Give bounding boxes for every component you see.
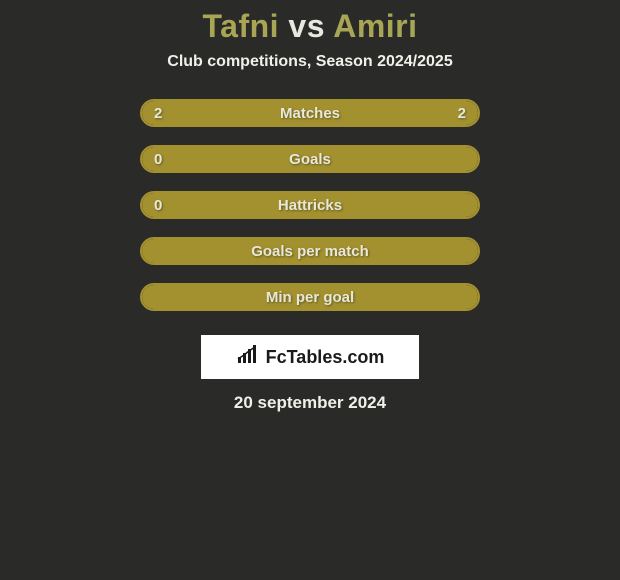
stats-row: Min per goal bbox=[140, 283, 480, 311]
stat-label: Min per goal bbox=[266, 289, 354, 306]
stat-bar: 0 Goals bbox=[140, 145, 480, 173]
logo-box: FcTables.com bbox=[201, 335, 419, 379]
stat-label: Goals per match bbox=[251, 243, 369, 260]
stat-label: Goals bbox=[289, 151, 331, 168]
stats-row: 2 2 Matches bbox=[140, 99, 480, 127]
title-vs: vs bbox=[288, 8, 325, 44]
stats-row: 0 Goals bbox=[140, 145, 480, 173]
title-player2: Amiri bbox=[333, 8, 417, 44]
stat-bar: 2 2 Matches bbox=[140, 99, 480, 127]
stats-rows: 2 2 Matches 0 Goals 0 Hattricks Goals per match… bbox=[140, 99, 480, 329]
title-player1: Tafni bbox=[202, 8, 279, 44]
stat-label: Matches bbox=[280, 105, 340, 122]
stat-value-right: 2 bbox=[458, 105, 466, 122]
stat-value-left: 2 bbox=[154, 105, 162, 122]
stats-row: Goals per match bbox=[140, 237, 480, 265]
stats-row: 0 Hattricks bbox=[140, 191, 480, 219]
stat-value-left: 0 bbox=[154, 197, 162, 214]
page-title: Tafni vs Amiri bbox=[202, 8, 417, 45]
date: 20 september 2024 bbox=[234, 393, 386, 413]
stat-bar: Min per goal bbox=[140, 283, 480, 311]
stat-value-left: 0 bbox=[154, 151, 162, 168]
logo-text: FcTables.com bbox=[266, 347, 385, 368]
stat-label: Hattricks bbox=[278, 197, 342, 214]
stat-bar: Goals per match bbox=[140, 237, 480, 265]
chart-icon bbox=[236, 345, 262, 370]
comparison-infographic: Tafni vs Amiri Club competitions, Season… bbox=[0, 0, 620, 413]
logo: FcTables.com bbox=[236, 345, 385, 370]
stat-bar: 0 Hattricks bbox=[140, 191, 480, 219]
subtitle: Club competitions, Season 2024/2025 bbox=[167, 53, 452, 71]
